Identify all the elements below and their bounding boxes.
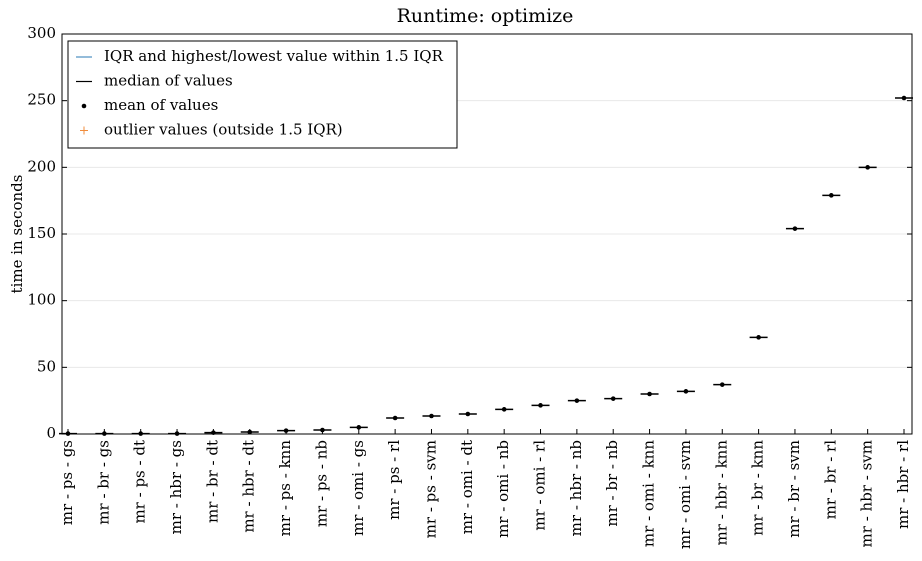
mean-dot — [174, 431, 180, 436]
plot-frame — [61, 33, 913, 435]
chart-title: Runtime: optimize — [397, 5, 574, 27]
mean-dot — [829, 193, 834, 198]
y-tick-label: 300 — [27, 24, 56, 42]
legend-dot — [81, 103, 87, 109]
mean-dot — [65, 431, 71, 436]
legend-label: mean of values — [104, 96, 218, 114]
mean-dot — [392, 415, 398, 421]
mean-dot — [501, 407, 507, 412]
mean-dot — [356, 425, 362, 430]
x-tick-label: mr - br - dt — [203, 440, 221, 523]
x-tick-label: mr - hbr - svm — [858, 440, 876, 547]
mean-dot — [610, 396, 616, 401]
x-tick-label: mr - br - nb — [603, 440, 621, 527]
mean-dot — [901, 95, 907, 101]
y-tick-label: 250 — [27, 91, 56, 109]
legend-label: IQR and highest/lowest value within 1.5 … — [104, 47, 444, 65]
x-tick-label: mr - ps - gs — [58, 440, 76, 525]
x-tick-label: mr - omi - rl — [531, 440, 549, 531]
mean-dot — [865, 165, 870, 170]
mean-dot — [719, 382, 725, 387]
y-tick-label: 100 — [27, 291, 56, 309]
mean-dot — [102, 431, 107, 436]
mean-dot — [320, 427, 325, 433]
x-tick-label: mr - omi - nb — [494, 440, 512, 538]
mean-dot — [247, 429, 253, 435]
x-tick-label: mr - ps - rl — [385, 440, 403, 520]
y-tick-label: 150 — [27, 224, 56, 242]
x-tick-label: mr - hbr - knn — [712, 440, 730, 546]
x-tick-label: mr - ps - svm — [421, 440, 439, 538]
x-tick-label: mr - omi - svm — [676, 440, 694, 549]
y-tick-label: 200 — [27, 157, 56, 175]
y-tick-label: 50 — [37, 357, 56, 375]
mean-dot — [683, 389, 689, 394]
legend-label: outlier values (outside 1.5 IQR) — [104, 121, 343, 139]
x-tick-label: mr - br - gs — [94, 440, 112, 525]
x-tick-label: mr - br - rl — [821, 440, 839, 520]
mean-dot — [211, 430, 216, 435]
legend-box — [67, 40, 458, 149]
legend-label: median of values — [104, 72, 233, 90]
x-tick-label: mr - hbr - dt — [240, 440, 258, 533]
mean-dot — [465, 411, 471, 417]
x-tick-label: mr - hbr - gs — [167, 440, 185, 534]
mean-dot — [138, 431, 143, 436]
mean-dot — [756, 335, 761, 340]
x-tick-label: mr - omi - dt — [458, 440, 476, 534]
x-tick-label: mr - hbr - nb — [567, 440, 585, 536]
y-axis-label: time in seconds — [8, 175, 26, 294]
mean-dot — [574, 398, 580, 403]
mean-dot — [792, 226, 798, 231]
mean-dot — [647, 391, 652, 397]
x-tick-label: mr - hbr - rl — [894, 440, 912, 529]
x-tick-label: mr - ps - knn — [276, 440, 294, 537]
mean-dot — [429, 413, 434, 419]
x-tick-label: mr - omi - knn — [640, 440, 658, 547]
mean-dot — [283, 428, 289, 433]
x-tick-label: mr - ps - dt — [131, 440, 149, 524]
x-tick-label: mr - br - knn — [749, 440, 767, 536]
x-tick-label: mr - omi - gs — [349, 440, 367, 536]
mean-dot — [538, 403, 543, 408]
y-tick-label: 0 — [46, 424, 56, 442]
x-tick-label: mr - br - svm — [785, 440, 803, 538]
x-tick-label: mr - ps - nb — [312, 440, 330, 527]
